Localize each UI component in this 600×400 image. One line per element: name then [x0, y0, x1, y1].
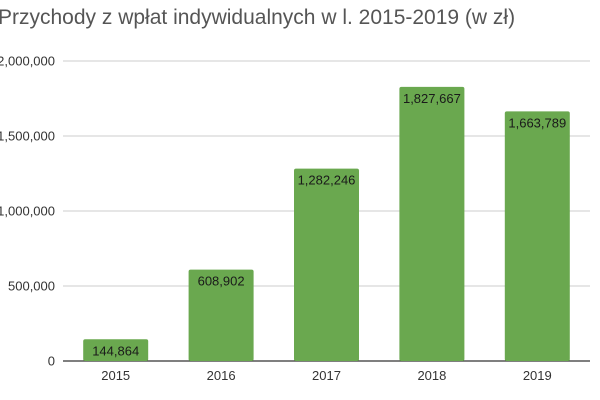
y-tick-label: 0	[48, 354, 55, 369]
x-tick-label: 2017	[312, 368, 341, 383]
x-tick-label: 2015	[101, 368, 130, 383]
bar	[188, 269, 254, 361]
bar	[399, 86, 465, 362]
y-tick-label: 1,500,000	[0, 129, 55, 144]
chart-title: Przychody z wpłat indywidualnych w l. 20…	[0, 6, 516, 29]
bar	[294, 168, 359, 361]
data-label: 144,864	[92, 343, 139, 358]
x-tick-label: 2016	[207, 368, 236, 383]
bar	[504, 111, 570, 362]
data-label: 1,663,789	[508, 115, 566, 130]
y-tick-label: 1,000,000	[0, 204, 55, 219]
bar	[83, 339, 149, 361]
y-tick-label: 2,000,000	[0, 54, 55, 69]
y-tick-label: 500,000	[8, 279, 55, 294]
x-tick-label: 2019	[523, 368, 552, 383]
data-label: 608,902	[198, 274, 245, 289]
x-tick-label: 2018	[417, 368, 446, 383]
data-label: 1,282,246	[298, 173, 356, 188]
data-label: 1,827,667	[403, 91, 461, 106]
